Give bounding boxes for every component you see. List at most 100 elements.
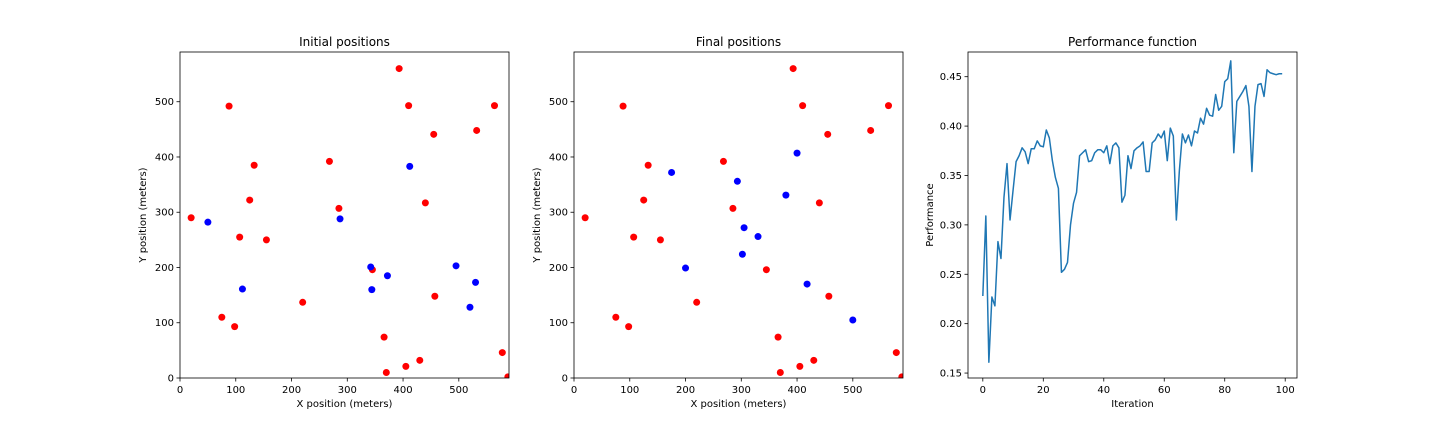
y-tick-label: 0.30 xyxy=(940,220,962,231)
scatter-point xyxy=(733,177,741,185)
scatter-point xyxy=(796,362,804,370)
scatter-point xyxy=(231,323,239,331)
scatter-point xyxy=(740,224,748,232)
y-tick-label: 100 xyxy=(549,318,568,329)
x-axis-label: Iteration xyxy=(1111,399,1153,410)
scatter-point xyxy=(810,356,818,364)
y-tick-label: 0 xyxy=(168,374,174,385)
scatter-point xyxy=(262,236,270,244)
scatter-point xyxy=(803,280,811,288)
scatter-point xyxy=(719,157,727,165)
scatter-point xyxy=(504,373,509,378)
scatter-point xyxy=(466,303,474,311)
scatter-point xyxy=(612,313,620,321)
y-axis-label: Y position (meters) xyxy=(532,167,543,263)
y-tick-label: 0.20 xyxy=(940,319,962,330)
x-tick-label: 500 xyxy=(449,385,468,396)
y-tick-label: 0 xyxy=(562,374,568,385)
x-tick-label: 100 xyxy=(620,385,639,396)
x-tick-label: 0 xyxy=(177,385,183,396)
axes-frame xyxy=(967,51,1298,379)
x-tick-label: 300 xyxy=(732,385,751,396)
chart-panel-3: 0 20 40 60 80 100 0.15 0.20 0.25 0.30 0.35 0.40 0.45… xyxy=(925,35,1298,410)
scatter-point xyxy=(762,266,770,274)
scatter-point xyxy=(421,199,429,207)
scatter-point xyxy=(430,130,438,138)
scatter-point xyxy=(218,313,226,321)
scatter-point xyxy=(640,196,648,204)
y-tick-label: 200 xyxy=(155,263,174,274)
scatter-point xyxy=(898,373,903,378)
scatter-point xyxy=(238,285,246,293)
scatter-point xyxy=(405,102,413,110)
x-tick-label: 500 xyxy=(843,385,862,396)
scatter-point xyxy=(682,264,690,272)
scatter-point xyxy=(380,333,388,341)
scatter-point xyxy=(774,333,782,341)
scatter-point xyxy=(472,278,480,286)
scatter-point xyxy=(738,250,746,258)
scatter-point xyxy=(815,199,823,207)
chart-title: Final positions xyxy=(696,35,781,49)
scatter-point xyxy=(431,292,439,300)
plot-area xyxy=(187,65,509,378)
x-tick-label: 0 xyxy=(980,385,986,396)
scatter-point xyxy=(246,196,254,204)
y-tick-label: 0.45 xyxy=(940,72,962,83)
x-tick-label: 400 xyxy=(788,385,807,396)
scatter-point xyxy=(892,349,900,357)
scatter-point xyxy=(619,102,627,110)
scatter-point xyxy=(776,368,784,376)
y-tick-label: 0.25 xyxy=(940,270,962,281)
x-axis-label: X position (meters) xyxy=(297,399,393,410)
scatter-point xyxy=(644,161,652,169)
scatter-point xyxy=(187,214,195,222)
scatter-point xyxy=(729,204,737,212)
x-tick-label: 80 xyxy=(1218,385,1231,396)
y-tick-label: 400 xyxy=(549,152,568,163)
chart-panel-2: 0 100 200 300 400 500 0 100 200 300 400 500 Final po… xyxy=(532,35,904,410)
y-tick-label: 300 xyxy=(549,208,568,219)
scatter-point xyxy=(498,349,506,357)
scatter-point xyxy=(656,236,664,244)
chart-title: Performance function xyxy=(1068,35,1197,49)
scatter-point xyxy=(793,149,801,157)
y-tick-label: 0.35 xyxy=(940,171,962,182)
axes-frame xyxy=(179,51,510,379)
y-tick-label: 300 xyxy=(155,208,174,219)
scatter-point xyxy=(491,102,498,110)
y-tick-label: 500 xyxy=(155,97,174,108)
x-tick-label: 0 xyxy=(571,385,577,396)
scatter-point xyxy=(402,362,410,370)
scatter-point xyxy=(885,102,892,110)
y-tick-label: 500 xyxy=(549,97,568,108)
scatter-point xyxy=(236,233,244,241)
x-axis-label: X position (meters) xyxy=(691,399,787,410)
scatter-point xyxy=(824,130,832,138)
scatter-point xyxy=(406,162,414,170)
y-tick-label: 0.15 xyxy=(940,369,962,380)
scatter-point xyxy=(452,262,460,270)
scatter-point xyxy=(204,218,212,226)
scatter-point xyxy=(754,233,762,241)
y-axis-label: Y position (meters) xyxy=(138,167,149,263)
scatter-point xyxy=(225,102,233,110)
x-tick-label: 200 xyxy=(676,385,695,396)
series-line xyxy=(982,60,1283,363)
scatter-point xyxy=(867,126,875,134)
scatter-point xyxy=(825,292,833,300)
x-tick-label: 300 xyxy=(338,385,357,396)
scatter-point xyxy=(668,168,676,176)
y-tick-label: 100 xyxy=(155,318,174,329)
scatter-point xyxy=(367,263,375,271)
scatter-point xyxy=(473,126,481,134)
axes-frame xyxy=(573,51,904,379)
scatter-point xyxy=(581,214,589,222)
y-tick-label: 200 xyxy=(549,263,568,274)
scatter-point xyxy=(630,233,638,241)
scatter-point xyxy=(383,272,391,280)
scatter-point xyxy=(336,215,344,223)
y-tick-label: 0.40 xyxy=(940,122,962,133)
scatter-point xyxy=(368,286,376,294)
chart-title: Initial positions xyxy=(299,35,390,49)
